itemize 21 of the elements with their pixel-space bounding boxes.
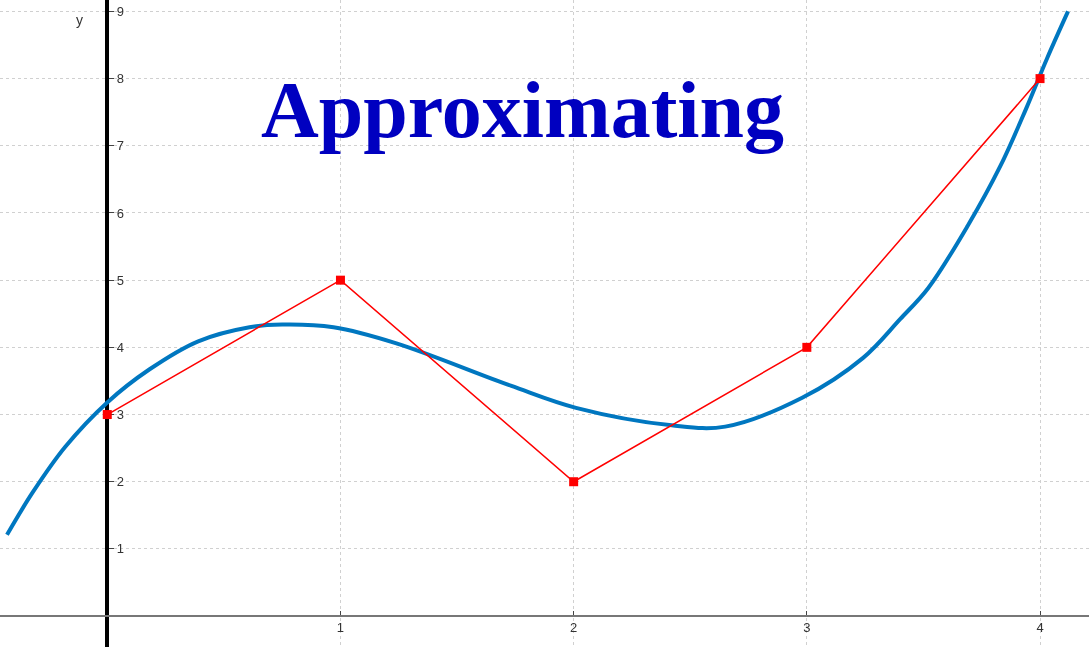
y-tick-label: 3	[116, 407, 125, 423]
x-tick-label: 3	[803, 620, 811, 636]
point	[335, 275, 345, 285]
y-tick-label: 7	[116, 138, 125, 154]
point	[569, 477, 579, 487]
x-tick-label: 4	[1036, 620, 1044, 636]
y-axis-title: y	[76, 12, 83, 28]
y-tick-label: 2	[116, 474, 125, 490]
point	[802, 342, 812, 352]
point	[1035, 74, 1045, 84]
y-tick-label: 9	[116, 3, 125, 19]
x-tick-label: 1	[336, 620, 345, 636]
y-tick-label: 8	[116, 71, 125, 87]
line-series	[5, 9, 1071, 537]
y-tick-label: 6	[116, 205, 125, 221]
x-tick-label: 2	[570, 620, 578, 636]
y-tick-label: 4	[116, 339, 125, 355]
y-tick-label: 1	[116, 541, 125, 557]
y-tick-label: 5	[116, 272, 125, 288]
point	[102, 410, 112, 420]
text: Approximating	[261, 66, 785, 154]
